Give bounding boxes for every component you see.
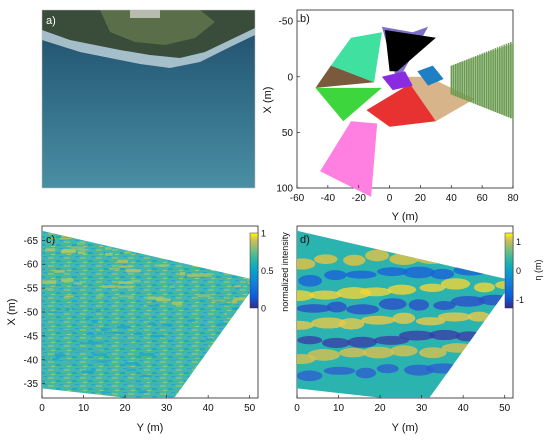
panel-c-colorbar-label: normalized intensity bbox=[280, 232, 290, 312]
colorbar-tick-label: 0 bbox=[261, 304, 266, 314]
panel-b-shape-4 bbox=[315, 65, 375, 88]
panel-d: 0 10 20 30 40 50 d) Y (m) 10-1 η (m) bbox=[294, 225, 543, 434]
panel-c-label: c) bbox=[46, 234, 55, 246]
panel-b-label: b) bbox=[300, 13, 310, 25]
xtick-label: 50 bbox=[244, 403, 256, 414]
panel-c-xticks: 0 10 20 30 40 50 bbox=[39, 395, 256, 414]
colorbar-tick-label: 0 bbox=[516, 266, 521, 276]
xtick-label: 30 bbox=[416, 403, 428, 414]
panel-b-fan bbox=[450, 41, 514, 120]
panel-b-ylabel: X (m) bbox=[262, 87, 274, 114]
ytick-label: -55 bbox=[24, 284, 39, 295]
panel-b-xtick-label: 20 bbox=[415, 193, 427, 204]
panel-b: -60 -40 -20 0 20 40 60 80 -50 0 50 100 b) Y (m) X … bbox=[262, 9, 519, 223]
panel-b-shape-3 bbox=[384, 30, 436, 72]
panel-b-fan-fill bbox=[451, 43, 513, 120]
panel-c-xlabel: Y (m) bbox=[137, 422, 164, 434]
panel-b-xtick-label: -40 bbox=[321, 193, 336, 204]
panel-d-colorbar-label: η (m) bbox=[533, 260, 543, 281]
ytick-label: -65 bbox=[24, 236, 39, 247]
ytick-label: -40 bbox=[24, 355, 39, 366]
xtick-label: 10 bbox=[333, 403, 345, 414]
panel-b-shape-1 bbox=[330, 32, 382, 83]
panel-b-shape-5 bbox=[315, 87, 382, 122]
ytick-label: -60 bbox=[24, 260, 39, 271]
panel-b-xtick-label: -20 bbox=[351, 193, 366, 204]
panel-b-shape-8 bbox=[417, 65, 444, 86]
xtick-label: 0 bbox=[294, 403, 300, 414]
ytick-label: -35 bbox=[24, 379, 39, 390]
xtick-label: 40 bbox=[203, 403, 215, 414]
xtick-label: 20 bbox=[120, 403, 132, 414]
panel-b-shape-7 bbox=[405, 76, 475, 122]
panel-d-xticks: 0 10 20 30 40 50 bbox=[294, 395, 511, 414]
colorbar-tick-label: -1 bbox=[516, 295, 524, 305]
colorbar-tick-label: 0.5 bbox=[261, 266, 274, 276]
panel-b-ytick-label: 50 bbox=[282, 128, 294, 139]
panel-b-xtick-label: 0 bbox=[387, 193, 393, 204]
xtick-label: 0 bbox=[39, 403, 45, 414]
panel-a-label: a) bbox=[46, 15, 56, 27]
xtick-label: 40 bbox=[458, 403, 470, 414]
panel-b-yticks: -50 0 50 100 bbox=[276, 17, 300, 195]
panel-b-shapes bbox=[315, 26, 475, 197]
panel-b-shape-9 bbox=[381, 71, 413, 91]
panel-b-ytick-label: 0 bbox=[287, 72, 293, 83]
colorbar-tick-label: 1 bbox=[261, 229, 266, 239]
panel-d-colorbar-ticks: 1 0 -1 bbox=[516, 237, 524, 305]
panel-b-xtick-label: -60 bbox=[290, 193, 305, 204]
panel-c-colorbar-ticks: 10.50 bbox=[261, 229, 274, 314]
panel-c-colorbar bbox=[249, 232, 259, 309]
colorbar-tick-label: 1 bbox=[516, 237, 521, 247]
xtick-label: 10 bbox=[78, 403, 90, 414]
ytick-label: -50 bbox=[24, 308, 39, 319]
panel-d-xlabel: Y (m) bbox=[392, 422, 419, 434]
panel-b-xtick-label: 60 bbox=[477, 193, 489, 204]
panel-c: 0 10 20 30 40 50 -65-60-55-50-45-40-35 c) Y (… bbox=[6, 225, 290, 434]
panel-b-xticks: -60 -40 -20 0 20 40 60 80 bbox=[290, 185, 519, 204]
panel-c-ylabel: X (m) bbox=[6, 299, 18, 326]
panel-a: a) bbox=[41, 9, 256, 189]
xtick-label: 20 bbox=[375, 403, 387, 414]
panel-c-yticks: -65 -60 -55 -50 -45 -40 -35 bbox=[24, 236, 45, 390]
xtick-label: 30 bbox=[161, 403, 173, 414]
panel-b-shape-0 bbox=[320, 121, 378, 197]
panel-b-ytick-label: -50 bbox=[279, 17, 294, 28]
panel-b-ytick-label: 100 bbox=[276, 184, 293, 195]
panel-b-xtick-label: 40 bbox=[446, 193, 458, 204]
panel-b-xtick-label: 80 bbox=[507, 193, 519, 204]
panel-d-label: d) bbox=[300, 234, 310, 246]
xtick-label: 50 bbox=[499, 403, 511, 414]
panel-b-xlabel: Y (m) bbox=[392, 211, 419, 223]
ytick-label: -45 bbox=[24, 331, 39, 342]
panel-d-colorbar bbox=[504, 232, 514, 309]
